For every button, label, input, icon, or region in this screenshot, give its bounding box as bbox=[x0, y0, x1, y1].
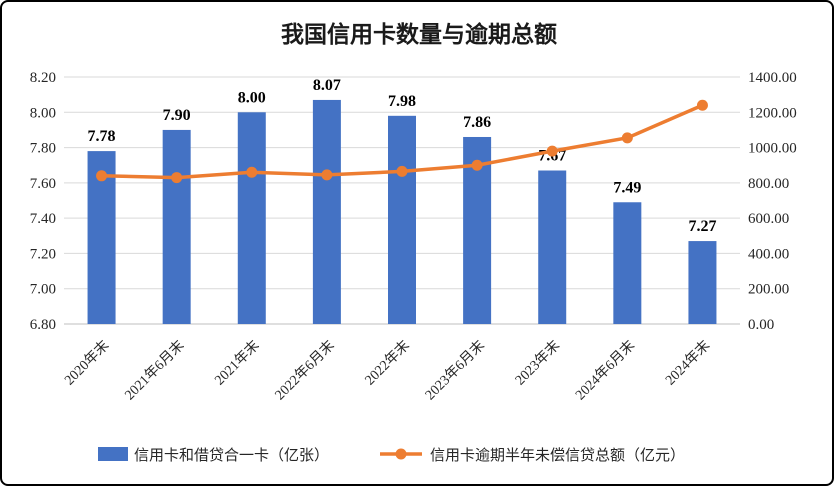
x-axis-label: 2024年末 bbox=[662, 338, 713, 389]
x-axis-label: 2022年末 bbox=[362, 338, 413, 389]
left-axis-tick: 7.20 bbox=[30, 246, 56, 262]
line-marker bbox=[696, 99, 708, 111]
x-axis-label: 2021年6月末 bbox=[122, 338, 188, 404]
left-axis-tick: 7.40 bbox=[30, 211, 56, 227]
x-axis-label: 2024年6月末 bbox=[572, 338, 638, 404]
chart-title: 我国信用卡数量与逾期总额 bbox=[281, 21, 557, 47]
bar bbox=[312, 99, 341, 324]
line-marker bbox=[321, 169, 333, 181]
left-axis-tick: 7.80 bbox=[30, 141, 56, 157]
bar-label: 7.98 bbox=[388, 93, 416, 110]
bar-label: 7.27 bbox=[688, 218, 716, 235]
left-axis-tick: 8.00 bbox=[30, 105, 56, 121]
right-axis-tick: 200.00 bbox=[748, 282, 789, 298]
bar bbox=[538, 170, 567, 324]
bar bbox=[237, 112, 266, 325]
bar-label: 7.78 bbox=[88, 128, 116, 145]
line-marker bbox=[546, 145, 558, 157]
bar-label: 7.90 bbox=[163, 107, 191, 124]
x-axis-label: 2020年末 bbox=[61, 338, 112, 389]
legend-bar-label: 信用卡和借贷合一卡（亿张） bbox=[134, 447, 329, 464]
x-axis-label: 2021年末 bbox=[212, 338, 263, 389]
bar bbox=[613, 202, 642, 324]
left-axis-tick: 7.00 bbox=[30, 282, 56, 298]
line-marker bbox=[621, 132, 633, 144]
x-axis-label: 2023年末 bbox=[512, 338, 563, 389]
legend-line-marker bbox=[395, 448, 407, 460]
bar-label: 8.07 bbox=[313, 77, 341, 94]
x-axis-label: 2023年6月末 bbox=[422, 338, 488, 404]
right-axis-tick: 1400.00 bbox=[748, 70, 797, 86]
line-marker bbox=[396, 165, 408, 177]
x-axis-label: 2022年6月末 bbox=[272, 338, 338, 404]
right-axis-tick: 800.00 bbox=[748, 176, 789, 192]
right-axis-tick: 1200.00 bbox=[748, 105, 797, 121]
left-axis-tick: 7.60 bbox=[30, 176, 56, 192]
line-marker bbox=[171, 172, 183, 184]
bar bbox=[162, 129, 191, 324]
bar-label: 7.86 bbox=[463, 114, 491, 131]
line-marker bbox=[246, 166, 258, 178]
right-axis-tick: 1000.00 bbox=[748, 141, 797, 157]
right-axis-tick: 0.00 bbox=[748, 317, 774, 333]
right-axis-tick: 600.00 bbox=[748, 211, 789, 227]
bar-label: 7.49 bbox=[613, 179, 641, 196]
line-marker bbox=[96, 170, 108, 182]
bar-label: 8.00 bbox=[238, 89, 266, 106]
line-marker bbox=[471, 159, 483, 171]
legend-line-label: 信用卡逾期半年未偿信贷总额（亿元） bbox=[430, 447, 685, 464]
left-axis-tick: 8.20 bbox=[30, 70, 56, 86]
bar bbox=[388, 115, 416, 324]
left-axis-tick: 6.80 bbox=[30, 317, 56, 333]
legend-bar-swatch bbox=[98, 447, 128, 461]
bar bbox=[688, 241, 717, 324]
right-axis-tick: 400.00 bbox=[748, 246, 789, 262]
